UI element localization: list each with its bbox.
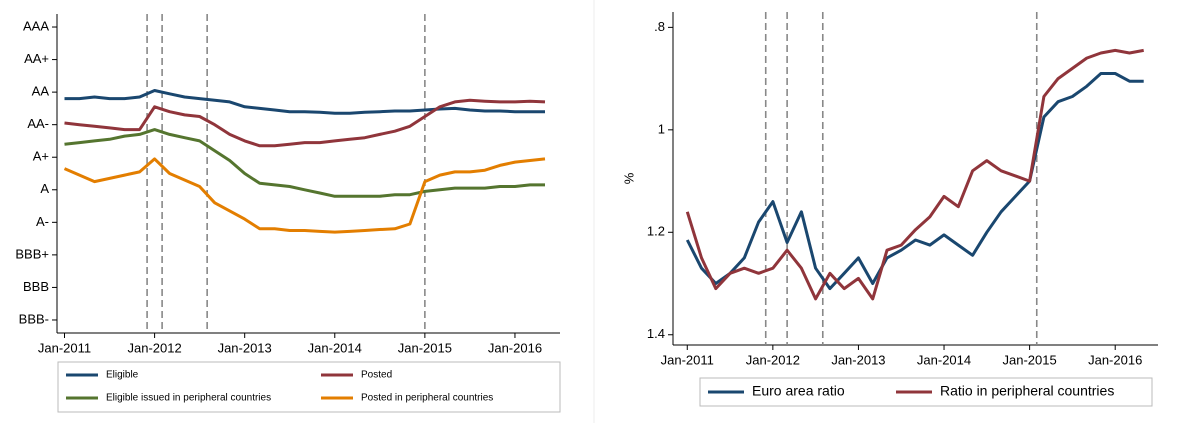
y-tick-label: .8 <box>654 19 665 34</box>
x-tick-label: Jan-2013 <box>218 340 272 355</box>
series-line <box>64 98 546 148</box>
y-tick-label: BBB <box>23 279 49 294</box>
y-tick-label: A <box>40 181 49 196</box>
y-tick-label: A+ <box>33 149 49 164</box>
y-tick-label: AAA <box>23 18 49 33</box>
y-tick-label: AA- <box>27 116 49 131</box>
series-line <box>63 157 546 234</box>
series-line <box>64 89 545 115</box>
x-tick-label: Jan-2013 <box>831 352 885 367</box>
series-line <box>685 72 1144 291</box>
x-tick-label: Jan-2015 <box>1003 352 1057 367</box>
x-tick-label: Jan-2011 <box>38 340 91 355</box>
x-tick-label: Jan-2014 <box>917 352 971 367</box>
x-tick-label: Jan-2015 <box>398 340 452 355</box>
y-tick-label: A- <box>36 214 49 229</box>
legend-label: Ratio in peripheral countries <box>940 383 1114 399</box>
x-tick-label: Jan-2012 <box>746 352 800 367</box>
legend-label: Posted in peripheral countries <box>361 393 493 404</box>
y-tick-label: AA <box>32 84 50 99</box>
x-tick-label: Jan-2016 <box>1088 352 1142 367</box>
legend-label: Eligible <box>106 370 139 381</box>
y-axis-label: % <box>621 172 636 184</box>
y-tick-label: 1.4 <box>647 326 665 341</box>
series-line <box>64 128 545 198</box>
x-tick-label: Jan-2011 <box>661 352 714 367</box>
x-tick-label: Jan-2014 <box>308 340 362 355</box>
legend-box <box>57 361 561 413</box>
legend-label: Eligible issued in peripheral countries <box>106 393 271 404</box>
x-tick-label: Jan-2016 <box>488 340 542 355</box>
legend-label: Euro area ratio <box>752 383 845 399</box>
y-tick-label: BBB- <box>19 311 49 326</box>
series-line <box>685 48 1144 301</box>
y-tick-label: BBB+ <box>15 246 49 261</box>
legend-label: Posted <box>361 370 392 381</box>
y-tick-label: AA+ <box>24 51 49 66</box>
x-tick-label: Jan-2012 <box>127 340 181 355</box>
y-tick-label: 1 <box>658 121 665 136</box>
y-tick-label: 1.2 <box>647 224 665 239</box>
